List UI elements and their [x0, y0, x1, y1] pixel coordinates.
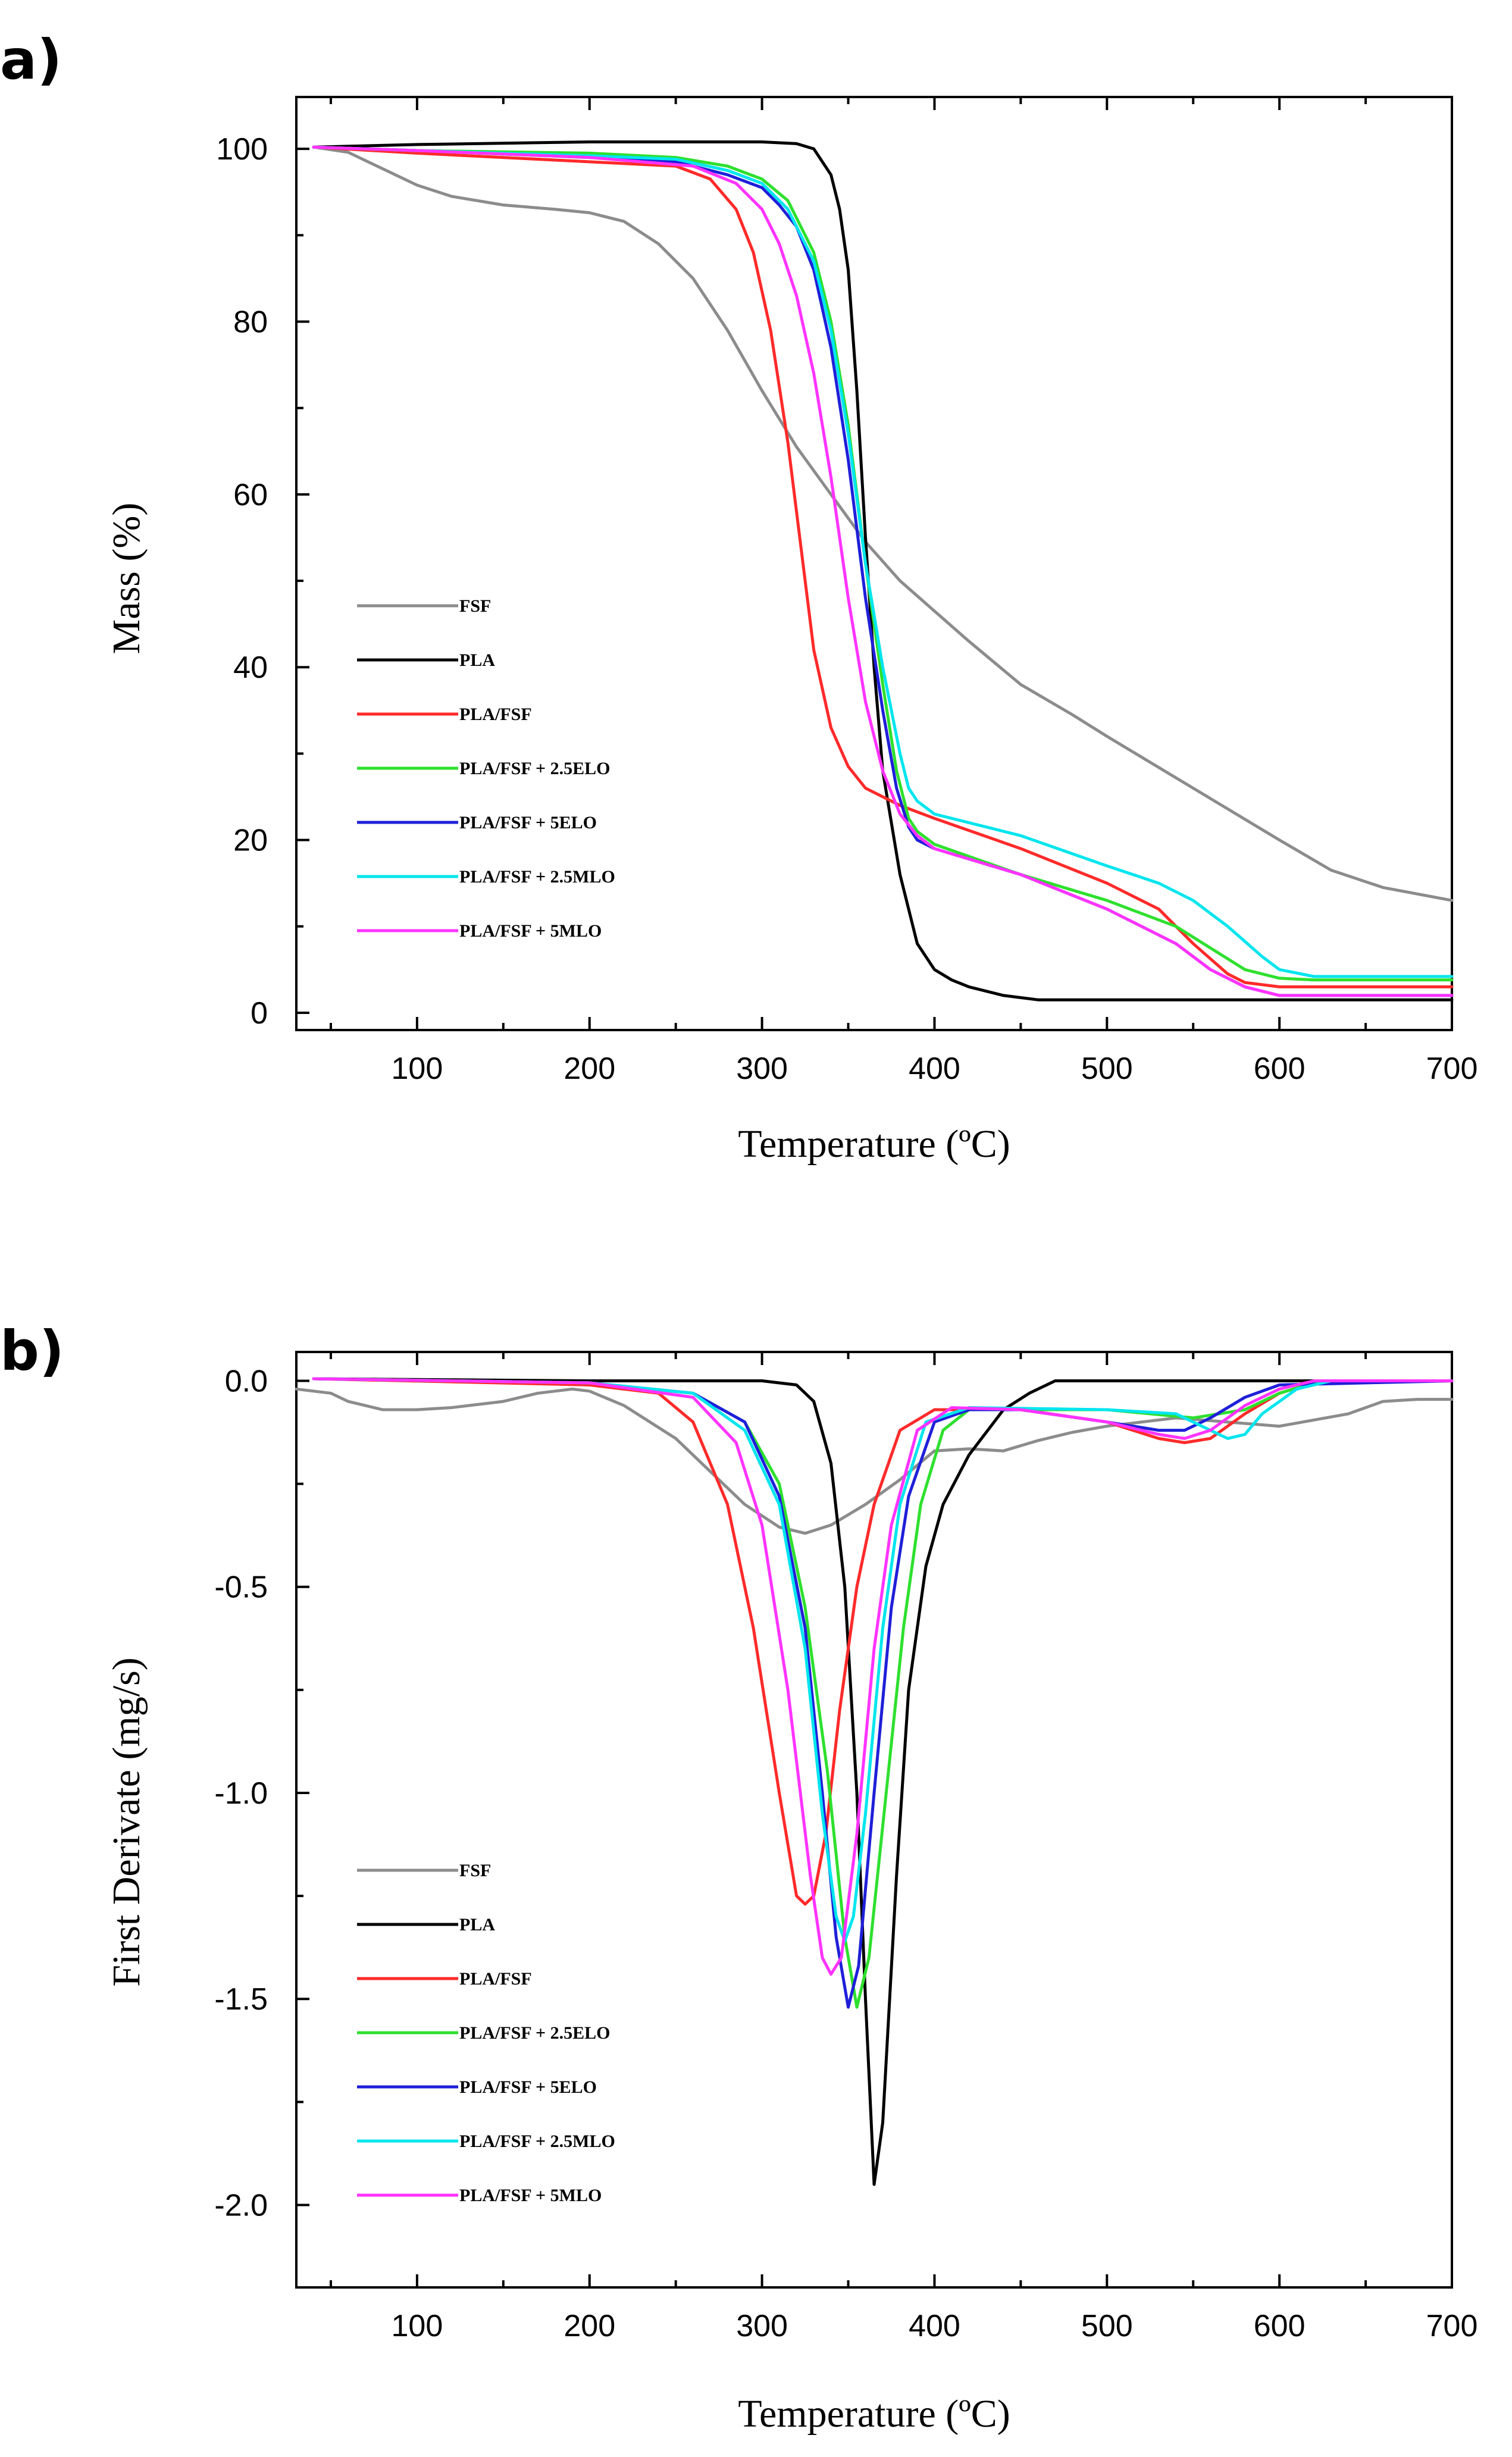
- x-tick-label: 100: [392, 2309, 443, 2343]
- x-axis-ticks-a: 100 200 300 400 500 600 700: [329, 97, 1478, 1086]
- y-tick-label: 60: [233, 478, 268, 512]
- series-line-pla-fsf-5mlo: [312, 1377, 1454, 1976]
- mass-curves: [312, 140, 1454, 1001]
- y-tick-label: 100: [216, 132, 268, 167]
- legend-label-pla-fsf-2-5elo: PLA/FSF + 2.5ELO: [459, 759, 611, 778]
- x-tick-label: 200: [564, 1051, 615, 1086]
- panel-a-mass-chart: a) 100 200 300 400 500 600 700 0 20 40 60 80 100 FS…: [0, 28, 1477, 1166]
- series-line-pla-fsf: [312, 145, 1454, 988]
- series-line-pla-fsf-5elo: [312, 1377, 1454, 2009]
- y-axis-ticks-b: 0.0 -0.5 -1.0 -1.5 -2.0: [214, 1364, 309, 2223]
- y-tick-label: 20: [233, 824, 268, 858]
- x-axis-title-a: Temperature (ºC): [738, 1122, 1010, 1166]
- series-line-fsf: [295, 1387, 1454, 1535]
- legend-label-pla-fsf-5elo: PLA/FSF + 5ELO: [459, 2077, 597, 2097]
- legend-label-pla-fsf: PLA/FSF: [459, 1969, 532, 1989]
- x-tick-label: 600: [1254, 1051, 1306, 1086]
- panel-b-derivative-chart: b) 100 200 300 400 500 600 700 0.0 -0.5 -1.0 -1.5…: [0, 1319, 1477, 2436]
- series-line-pla-fsf-5mlo: [312, 145, 1454, 997]
- legend-label-pla-fsf-5mlo: PLA/FSF + 5MLO: [459, 921, 602, 941]
- x-tick-label: 500: [1081, 2309, 1133, 2343]
- panel-label-a: a): [0, 28, 62, 92]
- y-axis-ticks-a: 0 20 40 60 80 100: [216, 132, 309, 1031]
- legend-label-pla-fsf-5mlo: PLA/FSF + 5MLO: [459, 2186, 602, 2205]
- plot-frame-b: [295, 1351, 1453, 2289]
- y-tick-label: 0: [251, 996, 268, 1031]
- derivative-curves: [295, 1377, 1454, 2186]
- x-tick-label: 700: [1426, 2309, 1478, 2343]
- series-line-pla: [312, 140, 1454, 1001]
- y-tick-label: 80: [233, 305, 268, 339]
- x-axis-ticks-b: 100 200 300 400 500 600 700: [329, 1352, 1478, 2343]
- series-line-pla-fsf-2-5elo: [312, 1377, 1454, 2009]
- x-tick-label: 600: [1254, 2309, 1306, 2343]
- legend-label-pla-fsf-5elo: PLA/FSF + 5ELO: [459, 813, 597, 832]
- y-tick-label: -1.0: [214, 1776, 268, 1811]
- legend-label-pla: PLA: [459, 650, 495, 670]
- y-tick-label: 40: [233, 650, 268, 685]
- series-line-pla: [312, 1377, 1454, 2186]
- series-line-pla-fsf-2-5mlo: [312, 145, 1454, 978]
- x-tick-label: 300: [736, 1051, 788, 1086]
- legend-a: FSF PLA PLA/FSF PLA/FSF + 2.5ELO PLA/FSF + 5…: [357, 596, 615, 941]
- x-tick-label: 400: [909, 2309, 960, 2343]
- series-line-pla-fsf-2-5mlo: [312, 1377, 1454, 1943]
- x-tick-label: 300: [736, 2309, 788, 2343]
- y-tick-label: -0.5: [214, 1570, 268, 1605]
- x-tick-label: 200: [564, 2309, 615, 2343]
- y-tick-label: -1.5: [214, 1982, 268, 2017]
- x-tick-label: 700: [1426, 1051, 1478, 1086]
- legend-label-pla-fsf-2-5mlo: PLA/FSF + 2.5MLO: [459, 867, 615, 887]
- x-tick-label: 100: [392, 1051, 443, 1086]
- legend-label-pla-fsf: PLA/FSF: [459, 705, 532, 724]
- legend-b: FSF PLA PLA/FSF PLA/FSF + 2.5ELO PLA/FSF + 5…: [357, 1861, 615, 2205]
- legend-label-pla-fsf-2-5elo: PLA/FSF + 2.5ELO: [459, 2023, 611, 2043]
- y-axis-title-a: Mass (%): [105, 503, 148, 655]
- series-line-fsf: [312, 145, 1454, 902]
- y-axis-title-b: First Derivate (mg/s): [105, 1657, 148, 1987]
- legend-label-fsf: FSF: [459, 1861, 491, 1880]
- x-tick-label: 400: [909, 1051, 960, 1086]
- series-line-pla-fsf-2-5elo: [312, 145, 1454, 982]
- y-tick-label: 0.0: [225, 1364, 268, 1398]
- plot-frame-a: [295, 96, 1453, 1031]
- legend-label-fsf: FSF: [459, 596, 491, 616]
- legend-label-pla: PLA: [459, 1915, 495, 1935]
- x-axis-title-b: Temperature (ºC): [738, 2392, 1010, 2436]
- panel-label-b: b): [0, 1319, 64, 1383]
- series-line-pla-fsf: [312, 1377, 1454, 1906]
- x-tick-label: 500: [1081, 1051, 1133, 1086]
- legend-label-pla-fsf-2-5mlo: PLA/FSF + 2.5MLO: [459, 2132, 615, 2151]
- y-tick-label: -2.0: [214, 2188, 268, 2223]
